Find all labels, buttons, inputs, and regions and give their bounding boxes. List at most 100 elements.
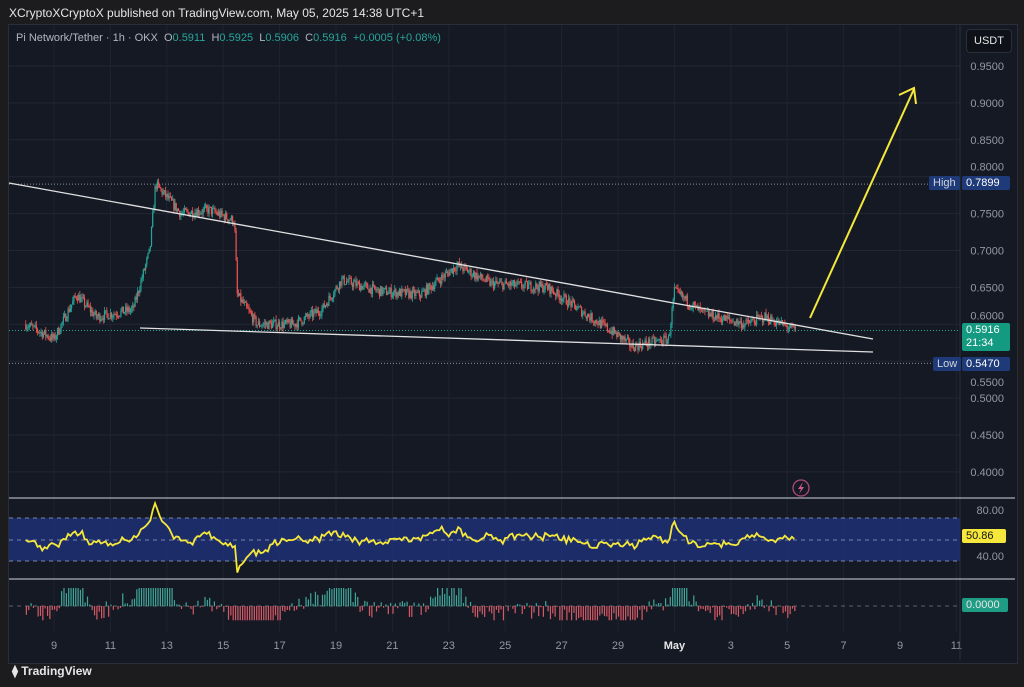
candle-body xyxy=(760,315,762,317)
candle-body xyxy=(569,298,571,302)
candle-body xyxy=(454,267,456,271)
candle-body xyxy=(773,320,775,325)
macd-histogram-bar xyxy=(516,603,519,607)
candle-body xyxy=(51,334,53,340)
macd-histogram-bar xyxy=(728,606,730,610)
candle-body xyxy=(448,272,450,276)
macd-histogram-bar xyxy=(232,606,234,621)
candle-body xyxy=(294,323,296,327)
candle-body xyxy=(635,343,637,352)
candle-body xyxy=(777,320,779,322)
candle-body xyxy=(145,264,147,271)
macd-histogram-bar xyxy=(350,588,352,607)
candle-body xyxy=(439,281,442,284)
candle-body xyxy=(428,283,430,294)
candle-body xyxy=(599,319,601,328)
candle-body xyxy=(691,307,693,309)
candle-body xyxy=(449,270,451,276)
candle-body xyxy=(640,346,643,349)
candle-body xyxy=(610,330,612,334)
candle-body xyxy=(166,194,168,197)
candle-body xyxy=(630,346,632,348)
date-tick: 27 xyxy=(555,640,567,652)
candle-body xyxy=(616,332,618,338)
macd-histogram-bar xyxy=(627,606,629,617)
macd-histogram-bar xyxy=(171,588,173,607)
candle-body xyxy=(130,308,133,311)
candle-body xyxy=(427,285,429,294)
candle-body xyxy=(134,297,136,307)
candle-body xyxy=(249,310,251,313)
macd-histogram-bar xyxy=(110,604,112,607)
macd-histogram-bar xyxy=(704,606,707,612)
candle-body xyxy=(515,284,517,287)
candle-body xyxy=(236,260,238,294)
candle-body xyxy=(407,288,409,290)
candle-body xyxy=(147,253,149,258)
candle-body xyxy=(479,273,482,277)
candle-body xyxy=(369,287,371,293)
candle-body xyxy=(749,322,751,324)
candle-body xyxy=(279,322,281,329)
candle-body xyxy=(629,338,631,347)
candle-body xyxy=(432,286,435,290)
candle-body xyxy=(445,271,448,273)
candle-body xyxy=(436,277,438,281)
macd-histogram-bar xyxy=(514,606,516,614)
macd-histogram-bar xyxy=(211,606,213,612)
high-value: 0.5925 xyxy=(219,32,254,44)
candle-body xyxy=(502,282,504,290)
candle-body xyxy=(618,332,620,334)
candle-body xyxy=(785,324,787,326)
price-tick: 0.5500 xyxy=(970,377,1004,389)
candle-body xyxy=(223,215,225,221)
candle-body xyxy=(288,319,290,323)
candle-body xyxy=(402,288,404,290)
candle-body xyxy=(655,340,657,344)
candle-body xyxy=(546,285,549,290)
candle-body xyxy=(129,310,131,312)
candle-body xyxy=(529,282,531,285)
macd-histogram-bar xyxy=(392,606,394,614)
price-tick: 0.4000 xyxy=(970,467,1004,479)
currency-button[interactable]: USDT xyxy=(966,29,1012,53)
candle-body xyxy=(478,275,480,277)
candle-body xyxy=(31,323,33,326)
candle-body xyxy=(671,307,673,325)
macd-histogram-bar xyxy=(126,603,129,607)
candle-body xyxy=(396,292,398,298)
candle-body xyxy=(400,289,402,297)
candle-body xyxy=(509,281,511,287)
candle-body xyxy=(693,302,695,305)
candle-body xyxy=(743,324,745,328)
candle-body xyxy=(555,293,557,297)
macd-histogram-bar xyxy=(512,606,514,609)
candle-body xyxy=(598,319,600,326)
candle-body xyxy=(561,298,563,302)
macd-histogram-bar xyxy=(148,588,150,607)
macd-histogram-bar xyxy=(430,596,432,607)
macd-histogram-bar xyxy=(451,588,453,607)
macd-histogram-bar xyxy=(688,601,690,607)
candle-body xyxy=(240,293,242,303)
macd-histogram-bar xyxy=(660,603,662,607)
candle-body xyxy=(491,280,493,282)
macd-histogram-bar xyxy=(761,599,763,607)
candle-body xyxy=(727,317,730,319)
candle-body xyxy=(260,326,262,327)
candle-body xyxy=(48,338,50,340)
candle-body xyxy=(99,313,101,322)
macd-histogram-bar xyxy=(578,606,580,619)
candle-body xyxy=(525,281,527,282)
candle-body xyxy=(606,324,609,331)
date-tick: 11 xyxy=(951,640,962,652)
macd-histogram-bar xyxy=(756,595,758,607)
brand-name: TradingView xyxy=(21,664,92,678)
candle-body xyxy=(363,284,365,287)
candle-body xyxy=(608,330,610,332)
macd-histogram-bar xyxy=(613,606,615,614)
candle-body xyxy=(605,324,607,326)
candle-body xyxy=(243,302,245,304)
macd-histogram-bar xyxy=(286,606,288,611)
